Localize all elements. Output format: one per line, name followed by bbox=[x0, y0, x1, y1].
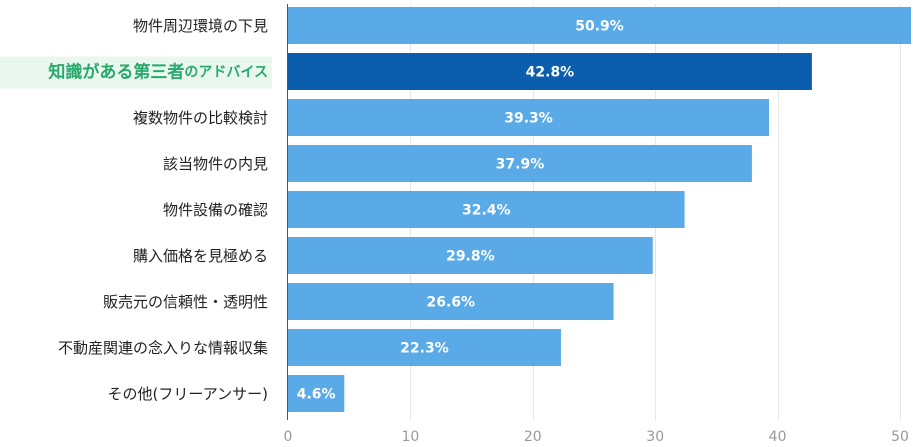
bar bbox=[288, 191, 685, 228]
category-labels: 物件周辺環境の下見知識がある第三者のアドバイス複数物件の比較検討該当物件の内見物… bbox=[0, 17, 272, 403]
x-tick-label: 20 bbox=[524, 429, 542, 445]
highlight-label-suffix: のアドバイス bbox=[184, 65, 268, 81]
x-tick-label: 0 bbox=[284, 429, 293, 445]
bar bbox=[288, 145, 752, 182]
x-tick-label: 50 bbox=[891, 429, 909, 445]
highlight-label-background bbox=[0, 56, 272, 89]
bar-value-label: 29.8% bbox=[446, 249, 495, 265]
bar bbox=[288, 53, 812, 90]
category-label: 購入価格を見極める bbox=[133, 247, 268, 265]
x-tick-label: 40 bbox=[769, 429, 787, 445]
bar bbox=[288, 329, 561, 366]
bar-value-label: 37.9% bbox=[496, 157, 545, 173]
category-label: 物件設備の確認 bbox=[163, 201, 268, 219]
highlight-label-main: 知識がある第三者 bbox=[47, 62, 184, 83]
category-label: 物件周辺環境の下見 bbox=[133, 17, 268, 35]
bar bbox=[288, 7, 912, 44]
category-label: 不動産関連の念入りな情報収集 bbox=[58, 339, 268, 357]
bar-value-label: 4.6% bbox=[297, 387, 336, 403]
bar-value-label: 32.4% bbox=[462, 203, 511, 219]
bar bbox=[288, 237, 653, 274]
bar-value-label: 39.3% bbox=[504, 111, 553, 127]
bars: 50.9% 42.8% 39.3% 37.9% 32.4% 29.8% 26.6% 22.3%… bbox=[288, 7, 912, 412]
bar bbox=[288, 283, 614, 320]
x-tick-labels: 0 10 20 30 40 50 bbox=[284, 429, 909, 445]
category-label: 複数物件の比較検討 bbox=[133, 109, 268, 127]
bar-value-label: 22.3% bbox=[400, 341, 449, 357]
category-label: その他(フリーアンサー) bbox=[107, 385, 268, 403]
bar bbox=[288, 375, 345, 412]
category-label: 該当物件の内見 bbox=[163, 155, 268, 173]
bar-value-label: 26.6% bbox=[427, 295, 476, 311]
bar-value-label: 50.9% bbox=[575, 19, 624, 35]
x-tick-label: 30 bbox=[646, 429, 664, 445]
category-label-highlight: 知識がある第三者のアドバイス bbox=[47, 62, 268, 83]
category-label: 販売元の信頼性・透明性 bbox=[103, 293, 268, 311]
bar-value-label: 42.8% bbox=[526, 65, 575, 81]
bar bbox=[288, 99, 770, 136]
x-tick-label: 10 bbox=[401, 429, 419, 445]
